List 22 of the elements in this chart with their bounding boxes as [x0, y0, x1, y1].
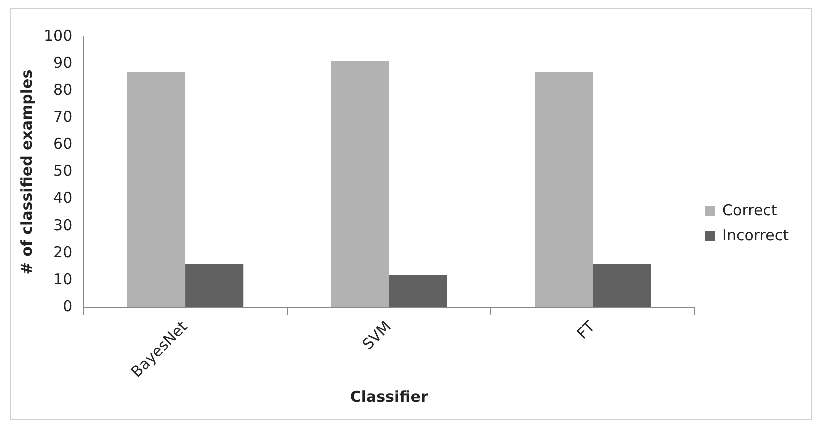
- bar: [127, 72, 186, 308]
- legend-label: Correct: [722, 201, 778, 220]
- y-tick-label: 30: [54, 216, 73, 234]
- legend-label: Incorrect: [722, 226, 790, 244]
- y-tick-label: 90: [54, 54, 73, 72]
- bar: [331, 61, 390, 308]
- y-tick-label: 20: [54, 243, 73, 262]
- y-tick-label: 0: [63, 297, 73, 316]
- y-tick-label: 50: [54, 162, 73, 180]
- bar: [535, 72, 594, 308]
- y-tick-label: 10: [54, 270, 73, 288]
- bar: [593, 264, 652, 308]
- x-tick-label: FT: [574, 317, 600, 343]
- y-tick-label: 70: [54, 108, 73, 126]
- bar: [186, 264, 244, 308]
- y-tick-label: 100: [44, 26, 73, 45]
- y-tick-label: 60: [54, 135, 73, 154]
- y-axis-title: # of classified examples: [18, 70, 36, 275]
- y-tick-label: 80: [54, 81, 73, 99]
- y-tick-label: 40: [54, 189, 73, 208]
- bar: [389, 275, 448, 308]
- x-axis-title: Classifier: [350, 388, 429, 406]
